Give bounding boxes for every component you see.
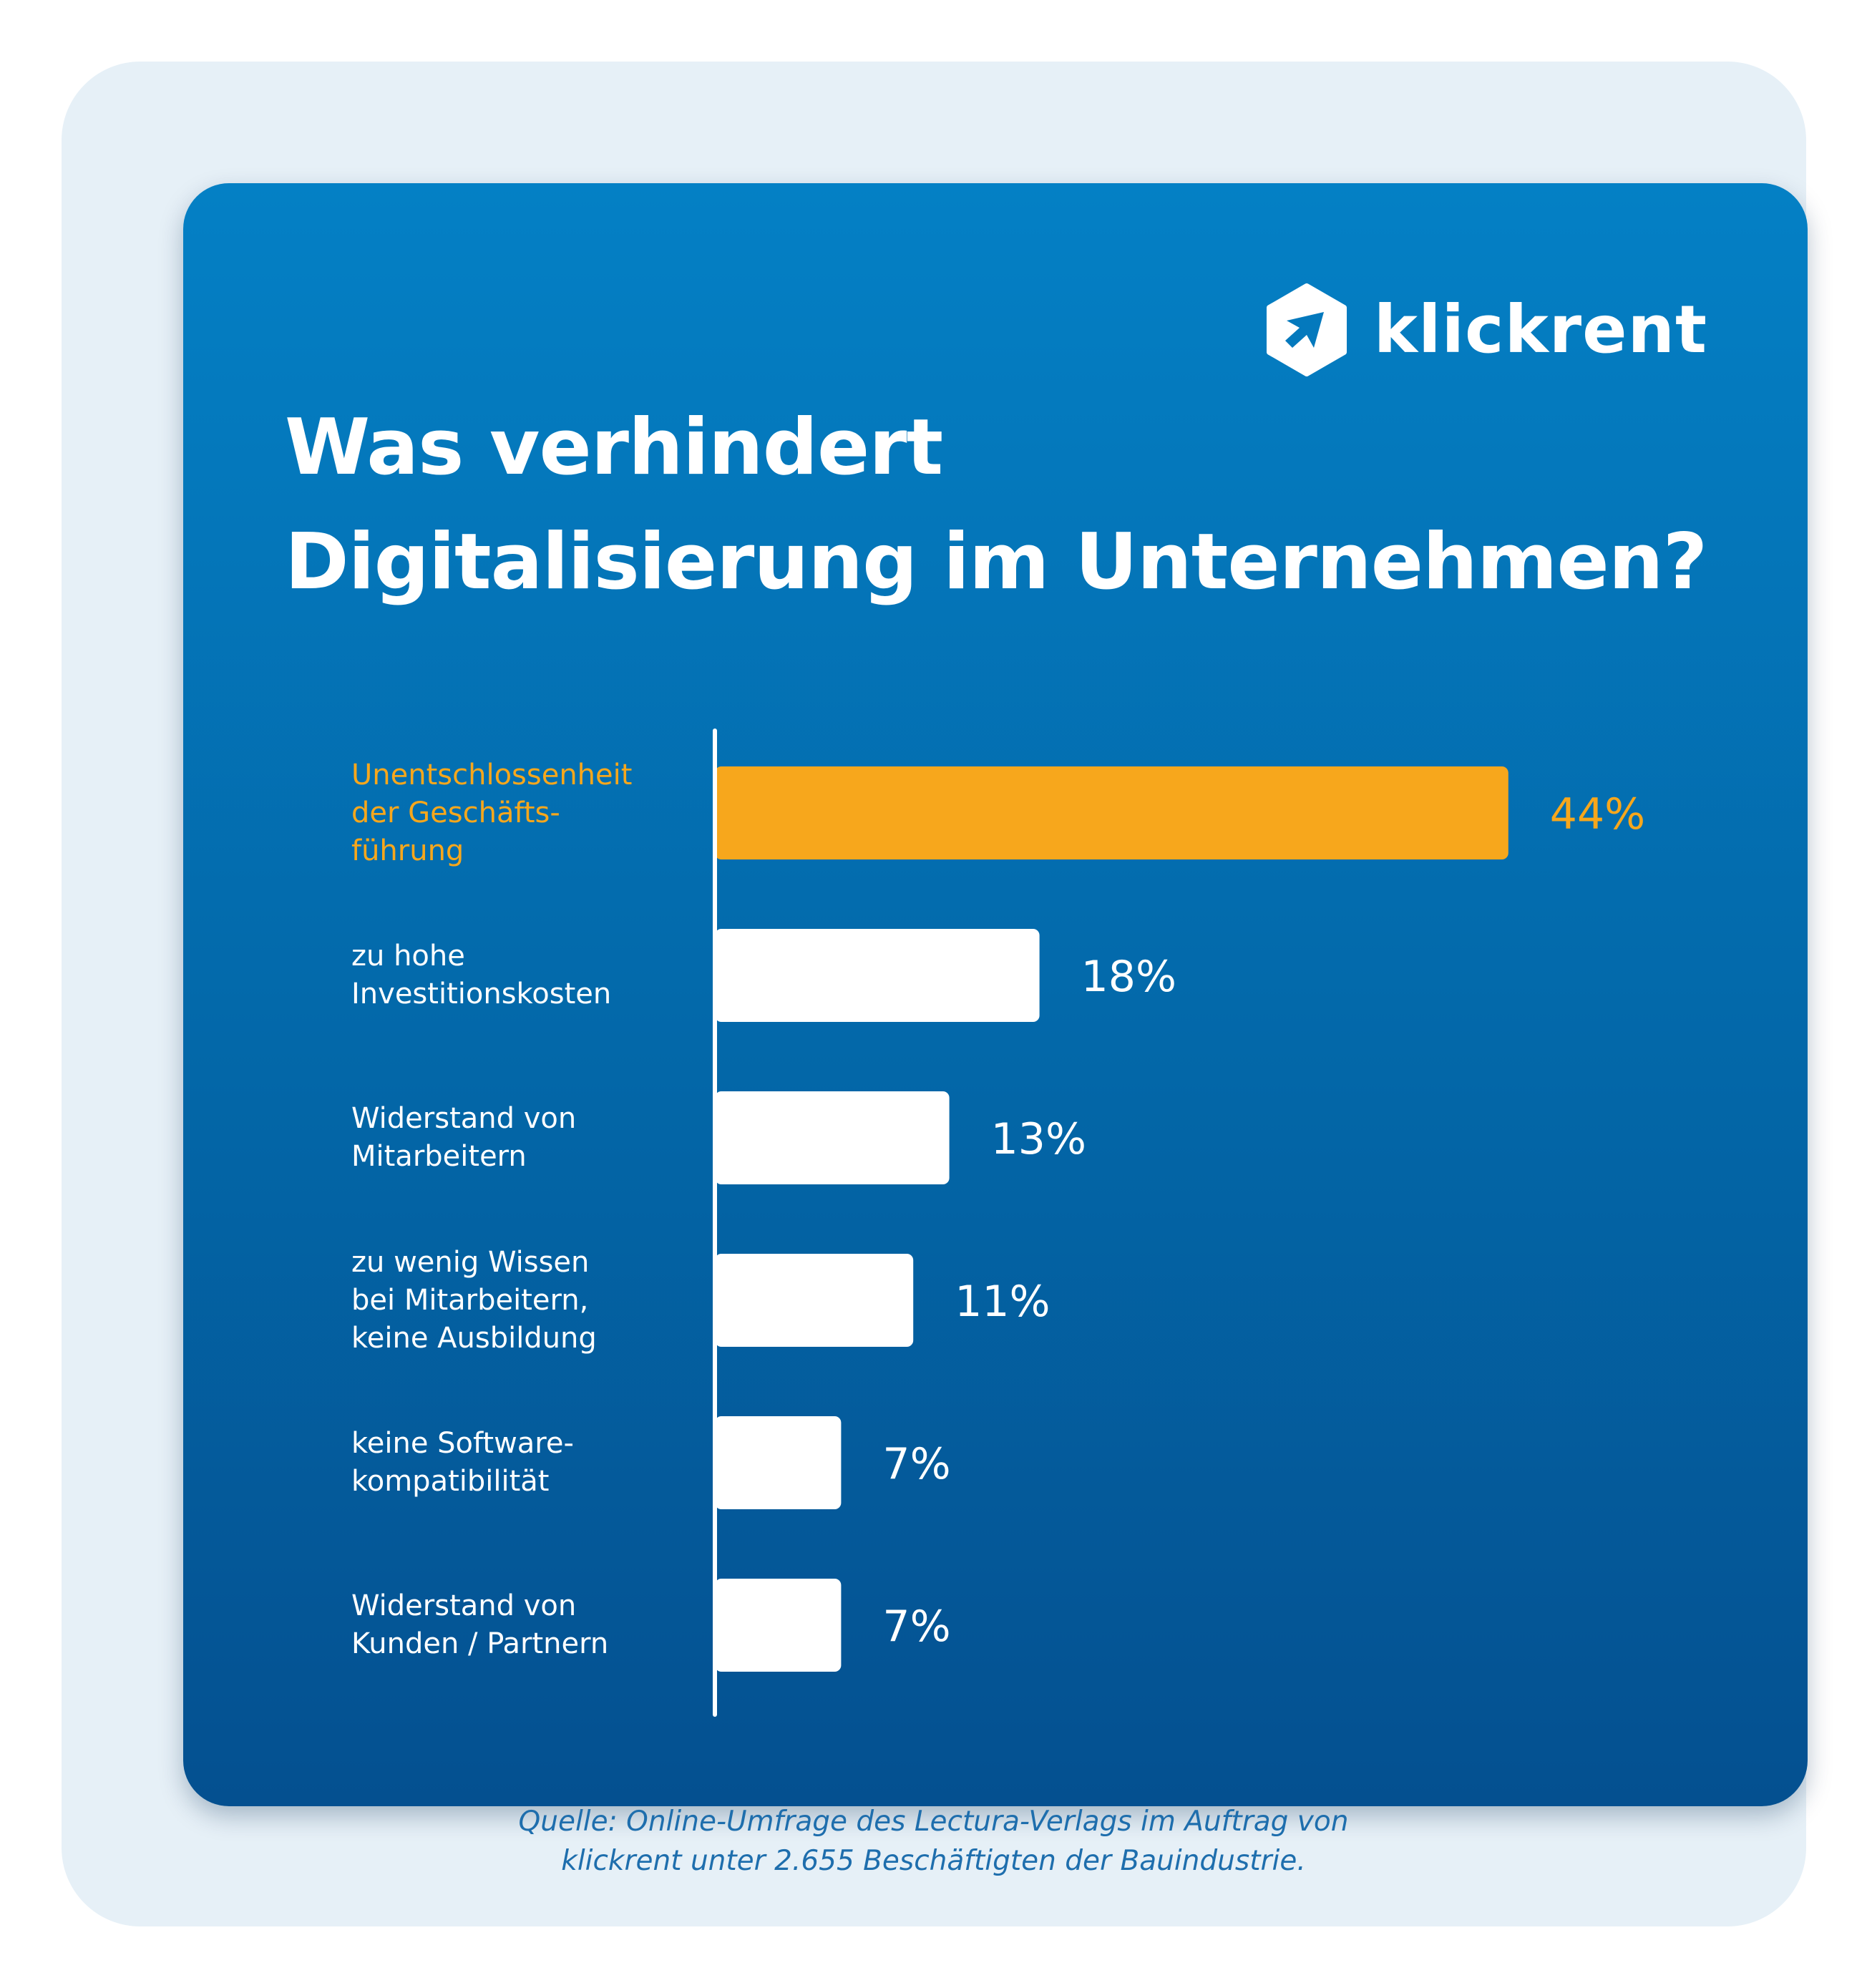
brand-logo: klickrent <box>1264 283 1707 376</box>
chart-title-line: Digitalisierung im Unternehmen? <box>285 517 1707 607</box>
chart-title-line: Was verhindert <box>285 403 943 492</box>
bar <box>715 1254 914 1347</box>
category-label: zu wenig Wissen bei Mitarbeitern, keine … <box>351 1245 597 1355</box>
bar-value-label: 7% <box>882 1439 950 1489</box>
bar-value-label: 11% <box>955 1277 1050 1327</box>
category-label: Unentschlossenheit der Geschäfts- führun… <box>351 758 633 867</box>
category-label: zu hohe Investitionskosten <box>351 940 612 1010</box>
bar-value-label: 18% <box>1081 952 1176 1002</box>
bar <box>715 929 1040 1022</box>
bar <box>715 1091 950 1184</box>
chart-title: Was verhindert Digitalisierung im Unterne… <box>285 391 1707 620</box>
category-label: Widerstand von Kunden / Partnern <box>351 1589 609 1660</box>
category-label: Widerstand von Mitarbeitern <box>351 1102 577 1173</box>
hexagon-arrow-icon <box>1266 283 1347 376</box>
bar <box>715 766 1508 859</box>
bar-value-label: 44% <box>1550 789 1645 839</box>
brand-name: klickrent <box>1373 291 1707 368</box>
bar-value-label: 7% <box>882 1602 950 1652</box>
infographic-card: klickrent Was verhindert Digitalisierung … <box>183 183 1808 1806</box>
bar-value-label: 13% <box>991 1114 1086 1164</box>
bar <box>715 1579 842 1672</box>
bar <box>715 1416 842 1509</box>
bar-chart: 44% 18% 13% 11% 7% 7% <box>713 729 1645 1717</box>
category-label: keine Software- kompatibilität <box>351 1427 574 1498</box>
outer-frame: klickrent Was verhindert Digitalisierung … <box>62 62 1808 1926</box>
source-note: Quelle: Online-Umfrage des Lectura-Verla… <box>518 1806 1349 1877</box>
